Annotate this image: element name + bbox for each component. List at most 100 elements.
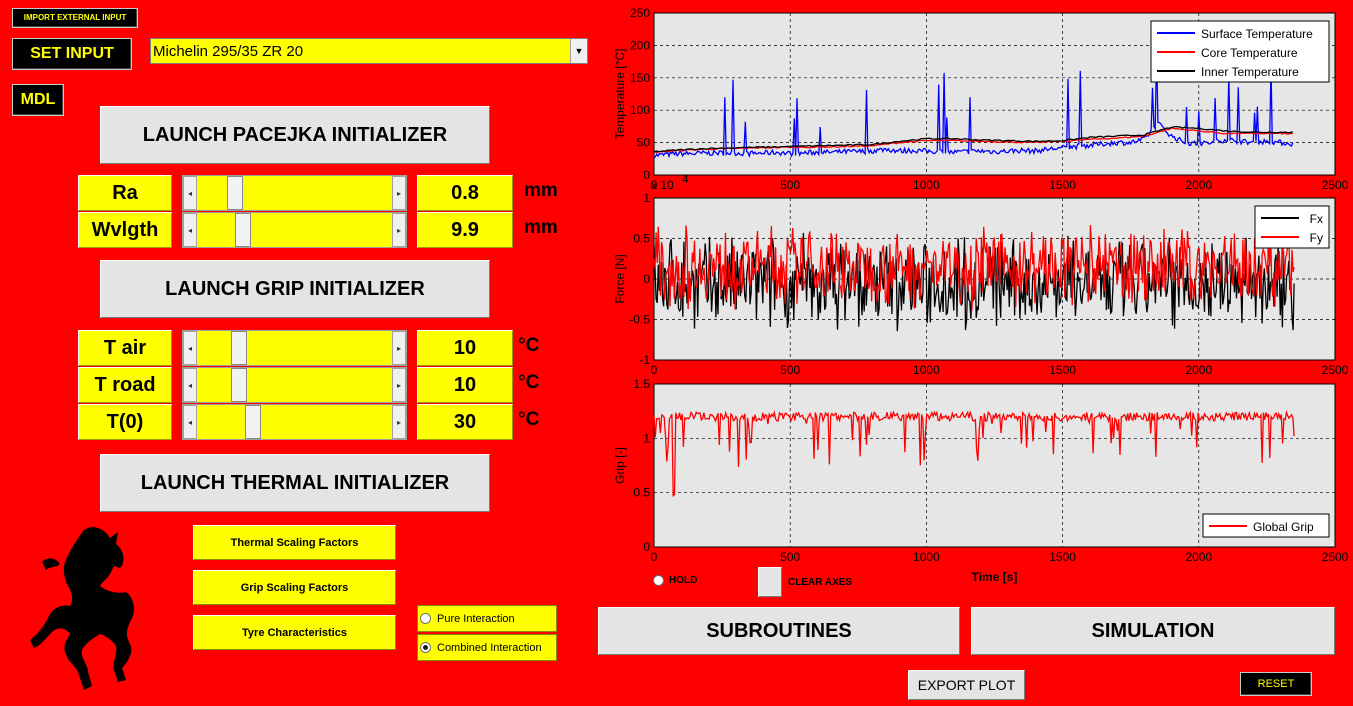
- dropdown-arrow-icon[interactable]: ▼: [570, 39, 587, 63]
- slider-right-arrow-icon[interactable]: ▸: [392, 331, 406, 365]
- x-tick-label: 1500: [1049, 550, 1076, 564]
- series-line-surface-temperature: [653, 47, 1294, 159]
- tyre-select[interactable]: Michelin 295/35 ZR 20 ▼: [150, 38, 588, 64]
- y-axis-label: Temperature [°C]: [613, 49, 627, 140]
- subroutines-button[interactable]: SUBROUTINES: [598, 607, 960, 655]
- t-road-slider[interactable]: ◂ ▸: [182, 367, 407, 403]
- slider-right-arrow-icon[interactable]: ▸: [392, 405, 406, 439]
- t-road-value[interactable]: 10: [417, 367, 513, 403]
- y-tick-label: 1: [643, 191, 650, 205]
- x-tick-label: 2000: [1185, 178, 1212, 192]
- legend: Fx Fy: [1254, 205, 1330, 249]
- series-line-fx: [653, 232, 1295, 332]
- x-tick-label: 500: [780, 178, 800, 192]
- ra-slider-thumb[interactable]: [227, 176, 244, 210]
- slider-left-arrow-icon[interactable]: ◂: [183, 331, 197, 365]
- legend-label: Core Temperature: [1201, 46, 1298, 60]
- y-axis-label: Grip [-]: [613, 447, 627, 484]
- x-exponent-power: 4: [682, 172, 689, 186]
- ra-value[interactable]: 0.8: [417, 175, 513, 211]
- legend-box: [1202, 513, 1330, 538]
- t-air-slider[interactable]: ◂ ▸: [182, 330, 407, 366]
- combined-interaction-radio[interactable]: Combined Interaction: [417, 634, 557, 661]
- t0-unit: °C: [518, 409, 540, 430]
- x-tick-label: 0: [651, 363, 658, 377]
- wvlgth-unit: mm: [524, 217, 558, 238]
- wvlgth-value[interactable]: 9.9: [417, 212, 513, 248]
- launch-pacejka-initializer-button[interactable]: LAUNCH PACEJKA INITIALIZER: [100, 106, 490, 164]
- legend: Global Grip: [1202, 513, 1330, 538]
- tyre-select-value: Michelin 295/35 ZR 20: [153, 43, 304, 60]
- y-tick-label: 0: [643, 272, 650, 286]
- hold-radio[interactable]: HOLD: [653, 575, 697, 586]
- chart-2: 0 500 1000 1500 2000 2500 -1 -0.5 0 0.5 1 Force [N]…: [613, 191, 1349, 377]
- import-external-input-button[interactable]: IMPORT EXTERNAL INPUT: [12, 8, 138, 28]
- pure-interaction-label: Pure Interaction: [437, 612, 515, 625]
- prancing-horse-logo: [30, 527, 134, 690]
- slider-right-arrow-icon[interactable]: ▸: [392, 368, 406, 402]
- y-tick-label: 50: [637, 136, 651, 150]
- t-road-label: T road: [78, 367, 172, 403]
- legend-label: Surface Temperature: [1201, 27, 1313, 41]
- t0-slider-thumb[interactable]: [245, 405, 262, 439]
- grip-scaling-factors-button[interactable]: Grip Scaling Factors: [193, 570, 396, 605]
- legend: Surface Temperature Core Temperature Inner…: [1150, 20, 1330, 83]
- y-tick-label: 150: [630, 71, 650, 85]
- wvlgth-slider-thumb[interactable]: [234, 213, 251, 247]
- t-air-unit: °C: [518, 335, 540, 356]
- slider-left-arrow-icon[interactable]: ◂: [183, 368, 197, 402]
- series-line-core-temperature: [653, 127, 1294, 154]
- clear-axes-label: CLEAR AXES: [788, 576, 853, 588]
- x-tick-label: 2500: [1322, 178, 1349, 192]
- legend-label: Fx: [1310, 212, 1323, 226]
- t0-value[interactable]: 30: [417, 404, 513, 440]
- y-tick-label: -1: [639, 353, 650, 367]
- t0-label: T(0): [78, 404, 172, 440]
- slider-right-arrow-icon[interactable]: ▸: [392, 213, 406, 247]
- y-tick-label: 1: [643, 431, 650, 445]
- wvlgth-label: Wvlgth: [78, 212, 172, 248]
- chart-3: 0 500 1000 1500 2000 2500 0 0.5 1 1.5 Grip [-] Time…: [613, 377, 1349, 584]
- simulation-button[interactable]: SIMULATION: [971, 607, 1335, 655]
- x-tick-label: 2000: [1185, 363, 1212, 377]
- ra-slider[interactable]: ◂ ▸: [182, 175, 407, 211]
- legend-label: Inner Temperature: [1201, 65, 1299, 79]
- export-plot-button[interactable]: EXPORT PLOT: [908, 670, 1025, 700]
- t0-slider[interactable]: ◂ ▸: [182, 404, 407, 440]
- t-air-slider-thumb[interactable]: [231, 331, 247, 365]
- clear-axes-box[interactable]: [758, 567, 782, 597]
- radio-icon[interactable]: [653, 575, 664, 586]
- series-line-global-grip: [653, 410, 1295, 498]
- y-tick-label: 200: [630, 38, 650, 52]
- x-tick-label: 500: [780, 363, 800, 377]
- x-tick-label: 0: [651, 550, 658, 564]
- t-road-unit: °C: [518, 372, 540, 393]
- slider-right-arrow-icon[interactable]: ▸: [392, 176, 406, 210]
- launch-grip-initializer-button[interactable]: LAUNCH GRIP INITIALIZER: [100, 260, 490, 318]
- radio-selected-icon[interactable]: [420, 642, 431, 653]
- t-road-slider-thumb[interactable]: [231, 368, 247, 402]
- set-input-button[interactable]: SET INPUT: [12, 38, 132, 70]
- t-air-value[interactable]: 10: [417, 330, 513, 366]
- slider-left-arrow-icon[interactable]: ◂: [183, 176, 197, 210]
- y-tick-label: 1.5: [633, 377, 650, 391]
- tyre-characteristics-button[interactable]: Tyre Characteristics: [193, 615, 396, 650]
- x-tick-label: 0: [651, 178, 658, 192]
- y-tick-label: -0.5: [629, 313, 650, 327]
- x-tick-label: 2500: [1322, 550, 1349, 564]
- thermal-scaling-factors-button[interactable]: Thermal Scaling Factors: [193, 525, 396, 560]
- y-tick-label: 0: [643, 168, 650, 182]
- hold-label: HOLD: [669, 575, 698, 586]
- mdl-button[interactable]: MDL: [12, 84, 64, 116]
- slider-left-arrow-icon[interactable]: ◂: [183, 405, 197, 439]
- reset-button[interactable]: RESET: [1240, 672, 1312, 696]
- x-tick-label: 2000: [1185, 550, 1212, 564]
- y-tick-label: 250: [630, 6, 650, 20]
- ra-unit: mm: [524, 180, 558, 201]
- pure-interaction-radio[interactable]: Pure Interaction: [417, 605, 557, 632]
- slider-left-arrow-icon[interactable]: ◂: [183, 213, 197, 247]
- radio-icon[interactable]: [420, 613, 431, 624]
- launch-thermal-initializer-button[interactable]: LAUNCH THERMAL INITIALIZER: [100, 454, 490, 512]
- wvlgth-slider[interactable]: ◂ ▸: [182, 212, 407, 248]
- clear-axes-toggle[interactable]: CLEAR AXES: [758, 567, 852, 597]
